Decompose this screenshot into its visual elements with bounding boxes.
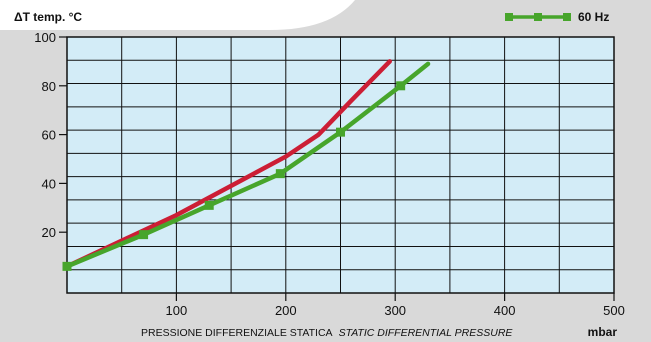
y-tick-label: 40 (42, 176, 56, 191)
legend-marker (505, 13, 513, 21)
x-tick-label: 500 (603, 303, 625, 318)
series-layer (62, 59, 431, 271)
legend-label-60hz: 60 Hz (578, 10, 609, 24)
y-tick-label: 60 (42, 128, 56, 143)
x-axis-unit: mbar (588, 325, 618, 339)
series-point (62, 261, 72, 271)
series-point (139, 230, 149, 240)
x-axis-label-it: PRESSIONE DIFFERENZIALE STATICA (141, 327, 333, 339)
y-tick-label: 100 (34, 30, 56, 45)
legend-marker (563, 13, 571, 21)
series-point (275, 169, 285, 179)
legend: 60 Hz (505, 10, 609, 24)
y-axis-label: ΔT temp. °C (14, 10, 82, 24)
series-point (336, 127, 345, 137)
series-point (396, 81, 406, 91)
grid (66, 36, 615, 294)
x-axis-label-en: STATIC DIFFERENTIAL PRESSURE (339, 327, 514, 339)
plot-border (66, 36, 615, 294)
y-tick-label: 80 (42, 79, 56, 94)
legend-marker (534, 13, 542, 21)
x-axis-label: PRESSIONE DIFFERENZIALE STATICA STATIC DI… (141, 327, 513, 339)
x-tick-label: 100 (166, 303, 188, 318)
title-tab (0, 0, 355, 30)
x-tick-label: 400 (494, 303, 516, 318)
series-line-1 (64, 59, 392, 269)
series-point (204, 200, 214, 210)
y-tick-label: 20 (42, 225, 56, 240)
axes: 20 40 60 80 100 100 200 300 400 500 (34, 30, 625, 318)
x-tick-label: 200 (275, 303, 297, 318)
x-tick-label: 300 (384, 303, 406, 318)
